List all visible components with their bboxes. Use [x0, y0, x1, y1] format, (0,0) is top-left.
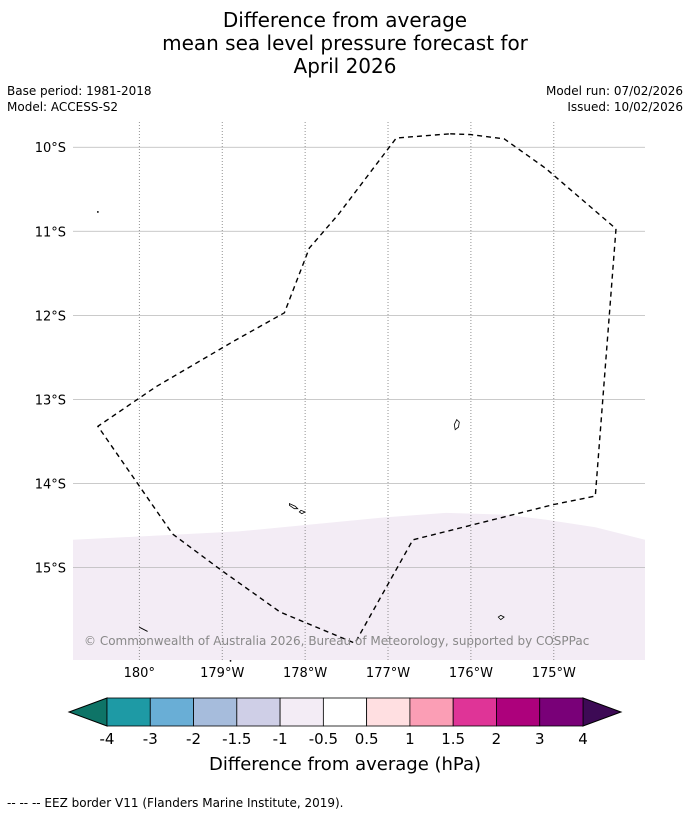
colorbar-extend-low — [67, 697, 108, 727]
lon-tick-label: 179°W — [200, 666, 244, 681]
meta-left: Base period: 1981-2018 Model: ACCESS-S2 — [7, 83, 152, 115]
meta-right: Model run: 07/02/2026 Issued: 10/02/2026 — [546, 83, 683, 115]
lat-tick-label: 14°S — [35, 477, 66, 492]
colorbar-tick-label: 0.5 — [355, 730, 379, 748]
model-run: Model run: 07/02/2026 — [545, 84, 683, 98]
lat-tick-label: 11°S — [35, 225, 66, 240]
island-tafahi — [139, 626, 148, 632]
issued-date: Issued: 10/02/2026 — [567, 100, 683, 114]
colorbar-bin — [236, 697, 281, 727]
island-dot — [229, 659, 232, 662]
colorbar-bin — [539, 697, 584, 727]
colorbar-tick-label: -1.5 — [222, 730, 251, 748]
colorbar-tick-label: 1 — [405, 730, 415, 748]
colorbar-tick-label: -1 — [273, 730, 288, 748]
colorbar-bin — [322, 697, 368, 727]
colorbar-tick-label: -4 — [100, 730, 115, 748]
lon-tick-label: 177°W — [366, 666, 410, 681]
island-futuna — [288, 502, 299, 510]
eez-legend-footer: -- -- -- EEZ border V11 (Flanders Marine… — [7, 796, 344, 810]
colorbar-label: Difference from average (hPa) — [209, 754, 481, 775]
anomaly-region — [73, 512, 645, 660]
lon-tick-label: 178°W — [283, 666, 327, 681]
lon-tick-label: 175°W — [532, 666, 576, 681]
colorbar-bin — [279, 697, 324, 727]
colorbar-tick-label: -3 — [143, 730, 158, 748]
copyright-text: © Commonwealth of Australia 2026, Bureau… — [84, 634, 589, 648]
island-alofi — [298, 509, 307, 515]
lat-tick-label: 10°S — [35, 141, 66, 156]
colorbar-bin — [409, 697, 454, 727]
colorbar-bin — [366, 697, 411, 727]
colorbar-tick-label: -0.5 — [309, 730, 338, 748]
map-title: Difference from average mean sea level p… — [0, 9, 690, 78]
island-wallis — [453, 418, 460, 431]
island-niuafoou — [497, 614, 505, 621]
lat-tick-label: 12°S — [35, 309, 66, 324]
model-name: Model: ACCESS-S2 — [7, 100, 119, 114]
colorbar-tick-label: 2 — [492, 730, 502, 748]
colorbar-tick-label: 3 — [535, 730, 545, 748]
title-line-1: Difference from average — [222, 8, 468, 32]
lat-tick-label: 13°S — [35, 393, 66, 408]
title-line-2: mean sea level pressure forecast for — [162, 31, 528, 55]
colorbar-bin — [193, 697, 238, 727]
colorbar-extend-high — [582, 697, 623, 727]
colorbar-tick-label: -2 — [186, 730, 201, 748]
colorbar-bin — [106, 697, 151, 727]
colorbar-tick-label: 1.5 — [441, 730, 465, 748]
lat-tick-label: 15°S — [35, 562, 66, 577]
lon-tick-label: 176°W — [449, 666, 493, 681]
colorbar-bin — [496, 697, 541, 727]
colorbar-tick-label: 4 — [578, 730, 588, 748]
base-period: Base period: 1981-2018 — [7, 84, 152, 98]
island-dot — [96, 211, 99, 213]
lon-tick-label: 180° — [124, 666, 155, 681]
colorbar-bin — [149, 697, 194, 727]
title-line-3: April 2026 — [293, 54, 397, 78]
colorbar-bin — [452, 697, 497, 727]
eez-border-line — [96, 133, 617, 645]
